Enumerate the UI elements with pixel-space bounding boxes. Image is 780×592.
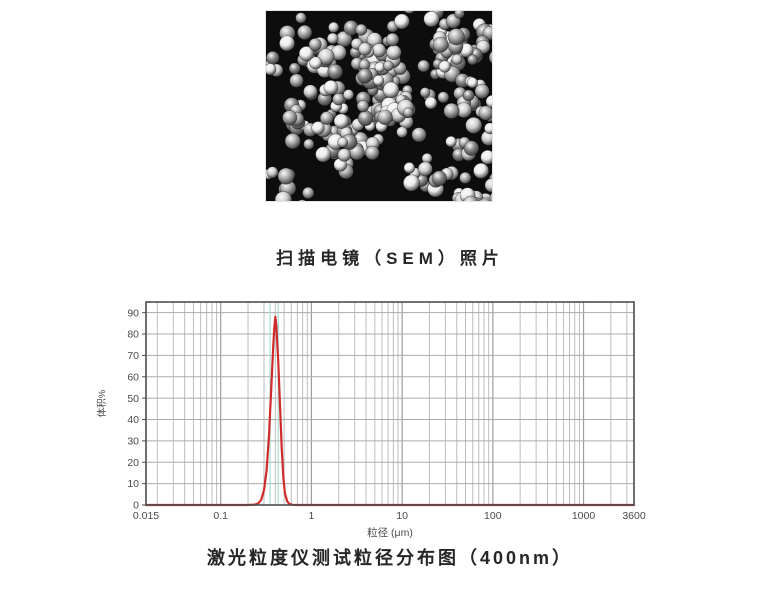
y-tick-label: 50 <box>127 393 139 405</box>
plot-border <box>145 301 635 506</box>
particle-size-chart-svg: 0 10 20 30 40 50 60 70 80 90 0.015 0.1 1 10 100 1000 360… <box>96 301 646 539</box>
y-tick-label: 20 <box>127 457 139 469</box>
x-tick-label: 0.1 <box>213 510 228 522</box>
y-tick-label: 40 <box>127 414 139 426</box>
y-tick-label: 10 <box>127 478 139 490</box>
sem-image <box>266 11 492 201</box>
y-tick-label: 90 <box>127 307 139 319</box>
x-tick-label: 1000 <box>572 510 596 522</box>
y-tick-label: 70 <box>127 350 139 362</box>
sem-spheres-group <box>266 11 492 201</box>
y-axis-title: 体积% <box>96 389 108 417</box>
x-tick-label: 100 <box>484 510 502 522</box>
x-axis-title: 粒径 (μm) <box>367 526 413 539</box>
x-tick-label: 0.015 <box>133 510 159 522</box>
x-tick-label: 10 <box>396 510 408 522</box>
y-tick-label: 30 <box>127 436 139 448</box>
y-tick-label: 60 <box>127 371 139 383</box>
chart-caption: 激光粒度仪测试粒径分布图（400nm） <box>206 548 574 568</box>
sem-caption: 扫描电镜（SEM）照片 <box>276 249 504 268</box>
x-tick-label: 1 <box>308 510 314 522</box>
plot-background <box>146 302 634 505</box>
y-tick-label: 80 <box>127 329 139 341</box>
x-tick-label: 3600 <box>622 510 646 522</box>
particle-size-chart: 0 10 20 30 40 50 60 70 80 90 0.015 0.1 1 10 100 1000 360… <box>90 288 650 548</box>
sem-figure <box>265 10 493 202</box>
y-tick-label: 0 <box>133 500 139 512</box>
